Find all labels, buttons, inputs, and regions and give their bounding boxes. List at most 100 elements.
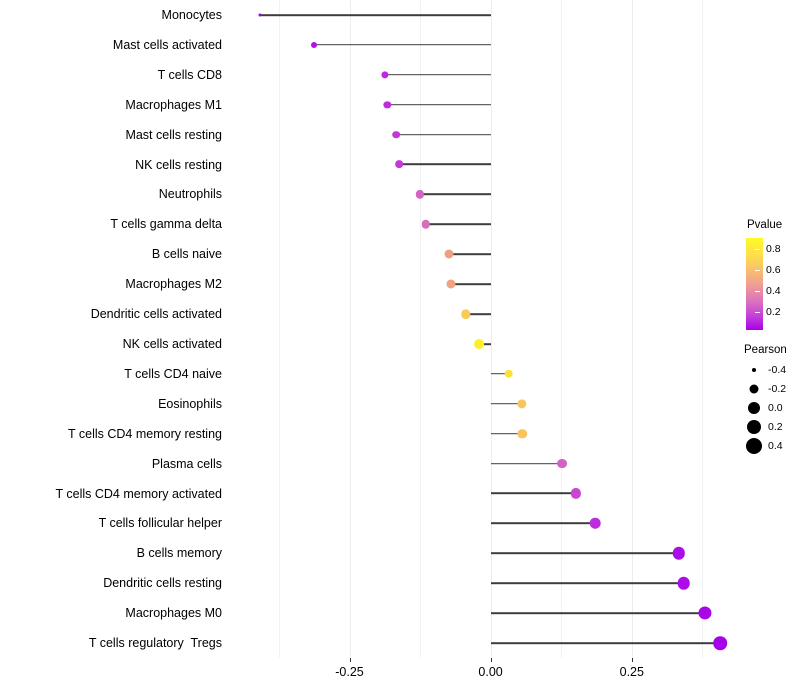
lollipop-stem <box>399 163 491 166</box>
x-axis-tick-label: 0.00 <box>478 665 503 679</box>
colorbar-tick-label: 0.2 <box>766 306 781 318</box>
size-legend-label: 0.0 <box>768 401 783 414</box>
colorbar-tick-label: 0.8 <box>766 242 781 255</box>
data-point[interactable] <box>504 369 513 379</box>
gridline-major <box>631 0 633 658</box>
x-axis-tick-mark <box>490 658 492 662</box>
lollipop-stem <box>384 73 491 76</box>
data-point[interactable] <box>444 249 454 259</box>
y-axis-tick-label: B cells memory <box>136 546 222 561</box>
lollipop-stem <box>425 223 491 226</box>
y-axis-tick-label: T cells CD8 <box>157 67 222 82</box>
lollipop-row <box>231 538 739 568</box>
x-axis-tick-mark <box>631 658 633 662</box>
gridline-minor <box>561 0 563 658</box>
lollipop-stem <box>478 343 491 345</box>
size-legend-item: 0.2 <box>742 417 800 436</box>
gridline-major <box>490 0 492 658</box>
data-point[interactable] <box>395 160 404 169</box>
size-legend-dot <box>746 437 762 454</box>
y-axis-tick-label: T cells follicular helper <box>98 516 222 531</box>
size-legend-label: -0.4 <box>768 363 787 376</box>
lollipop-stem <box>490 402 522 405</box>
size-legend-label: 0.4 <box>768 439 783 452</box>
data-point[interactable] <box>517 428 527 439</box>
colorbar-tick <box>755 312 760 313</box>
data-point[interactable] <box>383 100 392 109</box>
data-point[interactable] <box>517 399 527 409</box>
y-axis-tick-label: Plasma cells <box>151 456 222 471</box>
lollipop-row <box>231 180 739 210</box>
size-legend-label: 0.2 <box>768 420 783 433</box>
pearson-size-legend: -0.4 -0.2 0.0 0.2 0.4 <box>742 360 800 455</box>
data-point[interactable] <box>473 339 484 349</box>
lollipop-stem <box>387 103 491 106</box>
size-legend-dot <box>748 401 760 414</box>
size-legend-item: -0.4 <box>742 360 800 379</box>
size-legend-dot <box>749 384 759 393</box>
data-point[interactable] <box>461 309 471 319</box>
data-point[interactable] <box>311 41 317 48</box>
y-axis-tick-label: Mast cells activated <box>112 37 222 52</box>
pvalue-colorbar <box>746 238 763 330</box>
gridline-major <box>349 0 351 658</box>
data-point[interactable] <box>698 606 712 620</box>
y-axis-tick-label: Dendritic cells resting <box>103 576 222 591</box>
data-point[interactable] <box>557 458 568 469</box>
y-axis-labels: Monocytes Mast cells activated T cells CD8… <box>0 0 223 658</box>
data-point[interactable] <box>392 130 401 139</box>
y-axis-tick-label: NK cells resting <box>135 157 222 172</box>
y-axis-tick-label: Monocytes <box>161 8 222 22</box>
data-point[interactable] <box>258 13 262 17</box>
data-point[interactable] <box>589 518 601 529</box>
x-axis-tick-label: 0.25 <box>619 665 644 679</box>
data-point[interactable] <box>415 190 425 199</box>
size-legend-item: -0.2 <box>742 379 800 398</box>
y-axis-tick-label: B cells naive <box>151 247 222 262</box>
lollipop-stem <box>490 522 595 525</box>
lollipop-stem <box>490 552 679 555</box>
lollipop-row <box>231 150 739 180</box>
lollipop-stem <box>314 44 491 46</box>
colorbar-tick <box>755 290 760 292</box>
data-point[interactable] <box>713 636 728 650</box>
lollipop-row <box>231 269 739 299</box>
y-axis-tick-label: T cells gamma delta <box>110 217 222 232</box>
legend-container: Pvalue 0.8 0.6 0.4 0.2 Pearson -0.4 -0.2 0.0 0… <box>742 0 800 700</box>
lollipop-row <box>231 359 739 389</box>
lollipop-row <box>231 509 739 539</box>
lollipop-stem <box>490 612 706 614</box>
lollipop-row <box>231 449 739 479</box>
lollipop-row <box>231 0 739 30</box>
lollipop-stem <box>490 492 576 495</box>
colorbar-tick <box>755 248 760 250</box>
y-axis-tick-label: T cells regulatory Tregs <box>88 636 222 650</box>
data-point[interactable] <box>446 279 456 289</box>
lollipop-row <box>231 389 739 419</box>
lollipop-row <box>231 30 739 60</box>
lollipop-stem <box>260 14 491 16</box>
lollipop-stem <box>490 582 684 585</box>
data-point[interactable] <box>421 220 430 229</box>
lollipop-row <box>231 209 739 239</box>
lollipop-row <box>231 598 739 628</box>
gridline-minor <box>702 0 704 658</box>
gridline-minor <box>279 0 280 658</box>
lollipop-stem <box>451 283 491 285</box>
color-legend-title: Pvalue <box>747 219 783 231</box>
lollipop-stem <box>490 432 523 435</box>
y-axis-tick-label: Eosinophils <box>158 396 222 411</box>
data-point[interactable] <box>672 547 685 560</box>
x-axis: -0.25 0.00 0.25 <box>231 658 739 700</box>
y-axis-tick-label: Macrophages M0 <box>125 606 222 621</box>
x-axis-tick-mark <box>349 658 351 662</box>
lollipop-stem <box>420 193 491 196</box>
data-point[interactable] <box>380 71 389 79</box>
lollipop-row <box>231 419 739 449</box>
data-point[interactable] <box>677 576 690 590</box>
data-point[interactable] <box>570 488 581 499</box>
lollipop-row <box>231 299 739 329</box>
lollipop-stem <box>490 373 509 375</box>
y-axis-tick-label: Macrophages M2 <box>125 277 222 292</box>
